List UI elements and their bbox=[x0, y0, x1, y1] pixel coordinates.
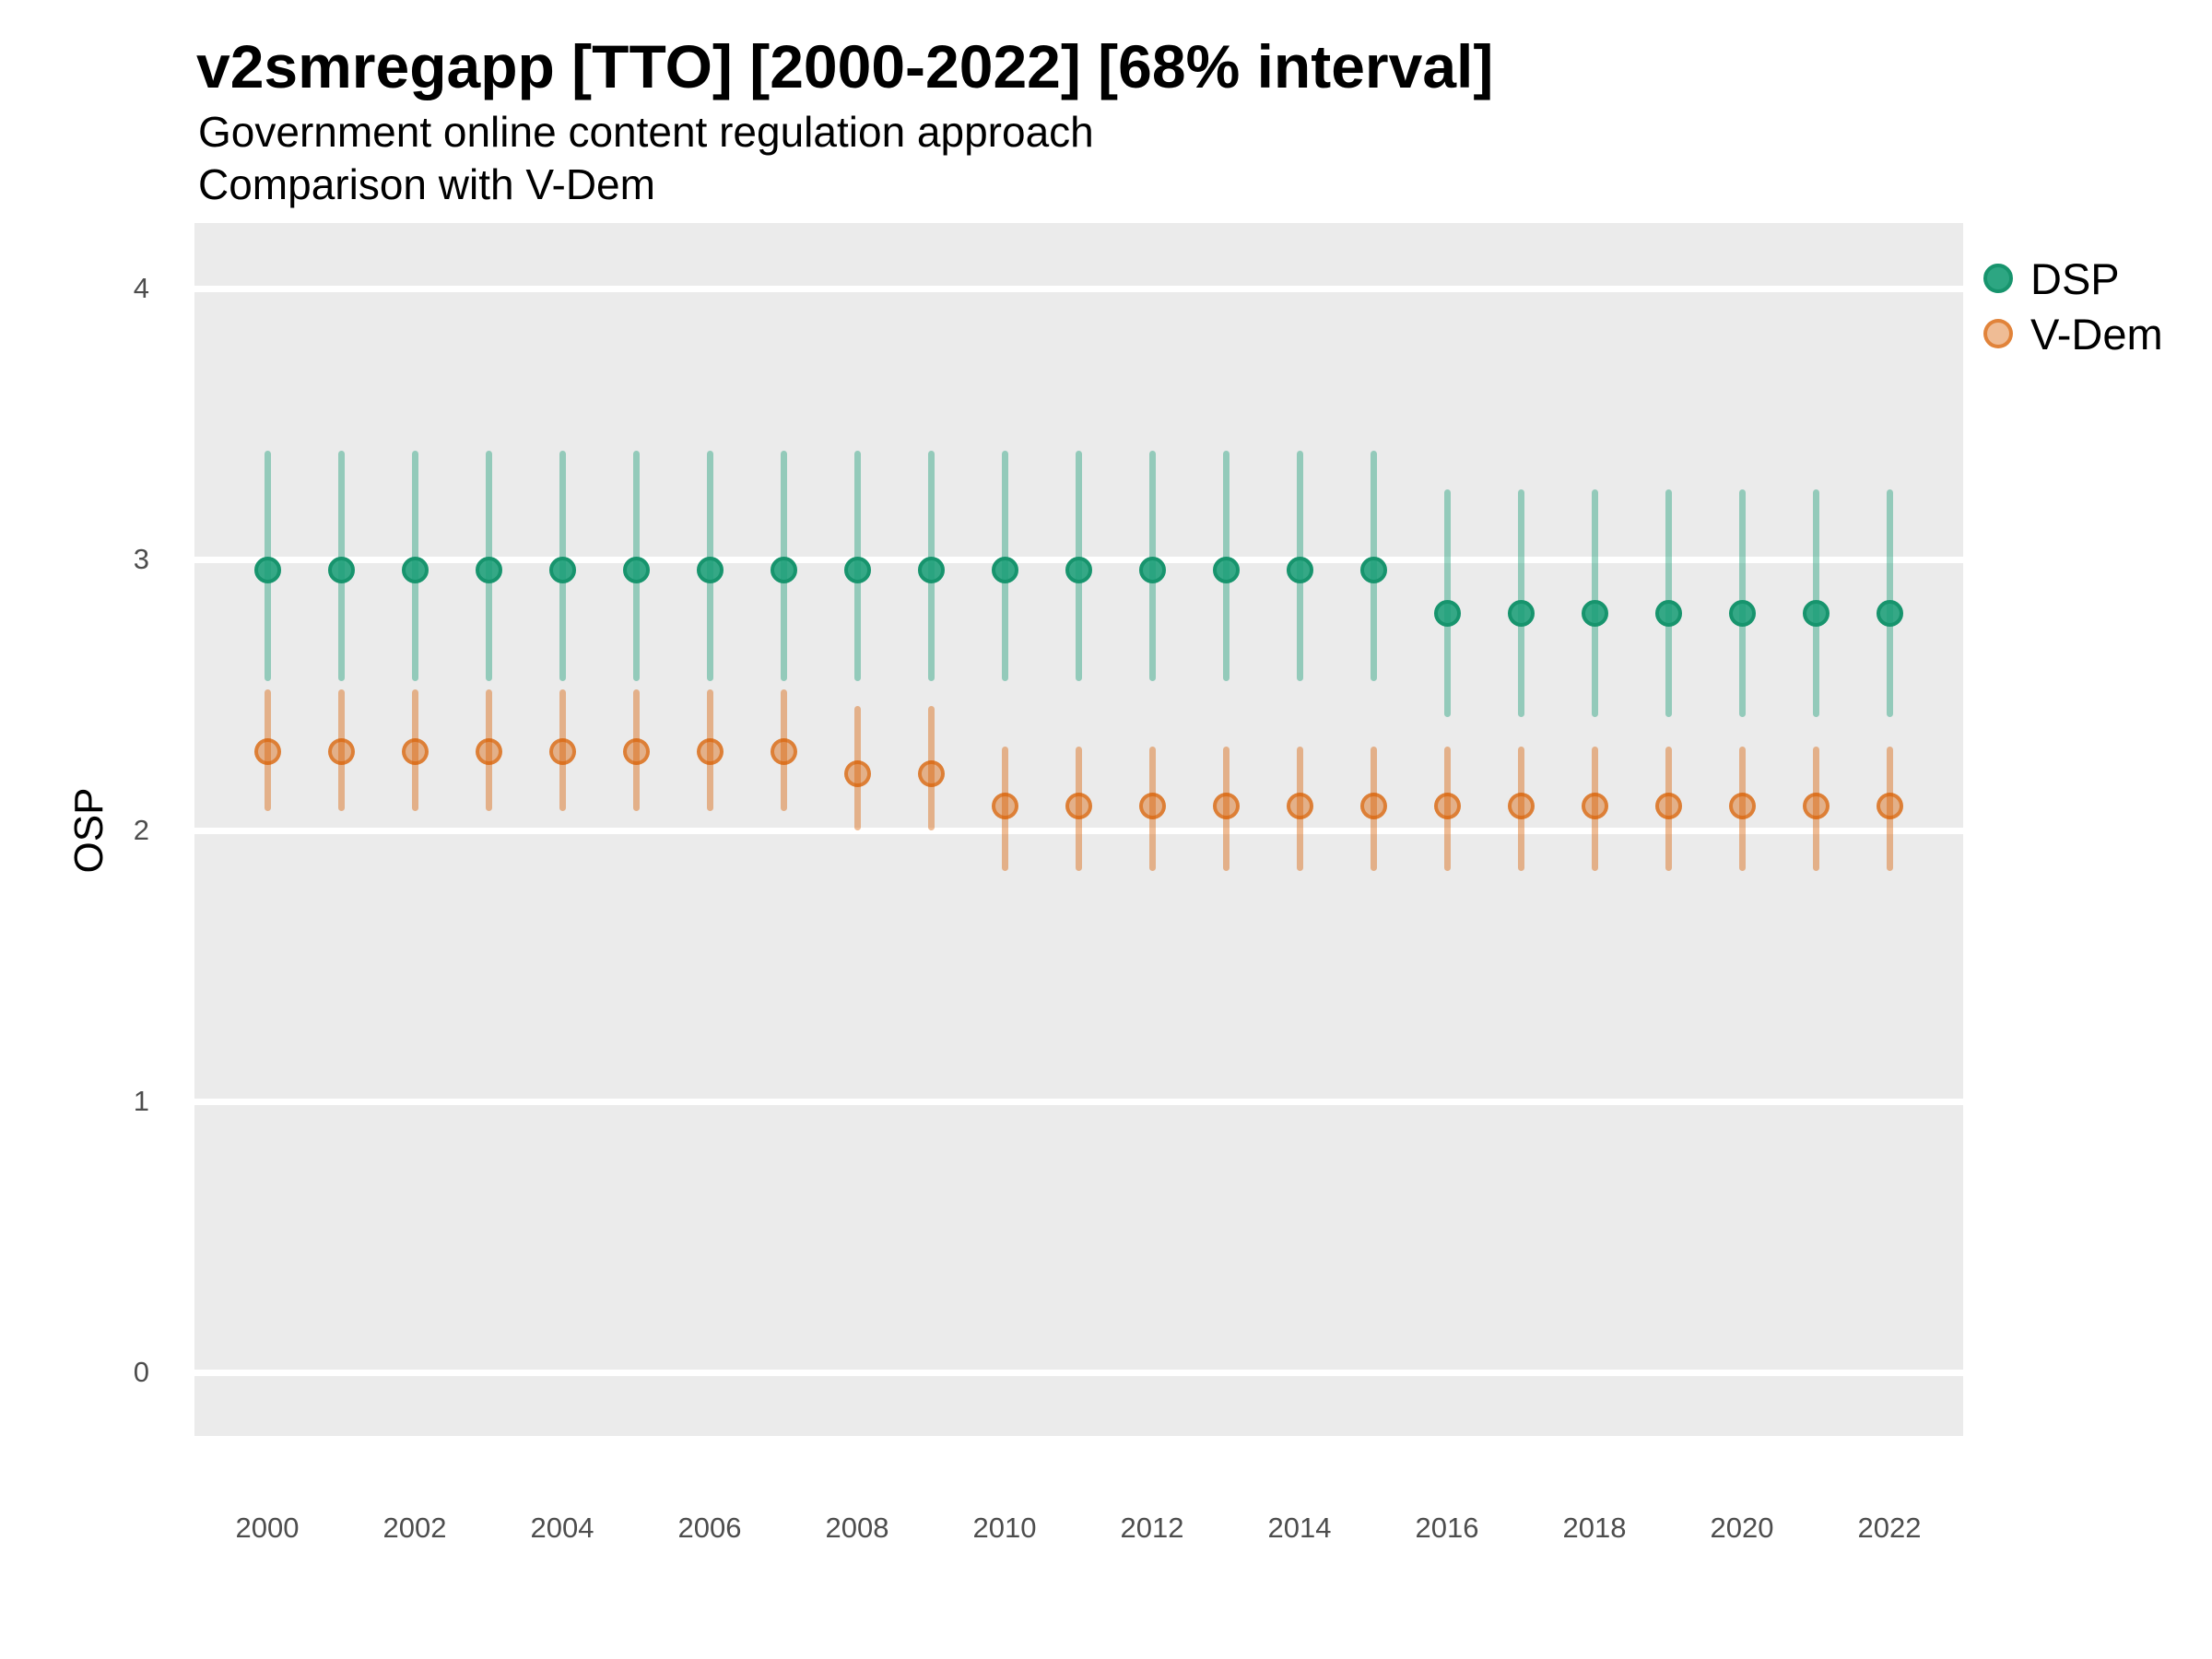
vdem-point-2022 bbox=[1876, 793, 1903, 820]
gridline-y-0 bbox=[194, 1369, 1963, 1376]
legend-label-vdem: V-Dem bbox=[2030, 309, 2163, 359]
x-tick-label-2010: 2010 bbox=[972, 1512, 1037, 1544]
y-tick-label-3: 3 bbox=[133, 543, 149, 575]
vdem-point-2010 bbox=[991, 793, 1018, 820]
dsp-point-2016 bbox=[1433, 600, 1461, 628]
x-tick-label-2012: 2012 bbox=[1120, 1512, 1184, 1544]
dsp-point-2002 bbox=[401, 557, 429, 584]
vdem-point-2011 bbox=[1065, 793, 1092, 820]
vdem-point-2008 bbox=[843, 759, 871, 787]
vdem-point-2007 bbox=[770, 738, 797, 766]
gridline-y-4 bbox=[194, 285, 1963, 292]
x-tick-label-2006: 2006 bbox=[677, 1512, 742, 1544]
y-tick-label-4: 4 bbox=[133, 272, 149, 304]
legend-vdem-dot-icon bbox=[1983, 319, 2013, 348]
y-tick-label-0: 0 bbox=[133, 1356, 149, 1388]
x-tick-label-2002: 2002 bbox=[382, 1512, 447, 1544]
dsp-point-2015 bbox=[1359, 557, 1387, 584]
vdem-point-2016 bbox=[1433, 793, 1461, 820]
gridline-y-2 bbox=[194, 827, 1963, 834]
dsp-point-2014 bbox=[1286, 557, 1313, 584]
vdem-point-2018 bbox=[1581, 793, 1608, 820]
vdem-point-2004 bbox=[548, 738, 576, 766]
vdem-point-2012 bbox=[1138, 793, 1166, 820]
dsp-point-2004 bbox=[548, 557, 576, 584]
x-tick-label-2018: 2018 bbox=[1562, 1512, 1627, 1544]
vdem-point-2020 bbox=[1728, 793, 1756, 820]
dsp-point-2011 bbox=[1065, 557, 1092, 584]
dsp-point-2013 bbox=[1212, 557, 1240, 584]
vdem-point-2006 bbox=[696, 738, 724, 766]
x-tick-label-2008: 2008 bbox=[825, 1512, 889, 1544]
legend-item-dsp: DSP bbox=[1983, 251, 2163, 306]
dsp-point-2007 bbox=[770, 557, 797, 584]
dsp-point-2006 bbox=[696, 557, 724, 584]
dsp-point-2003 bbox=[475, 557, 502, 584]
legend-label-dsp: DSP bbox=[2030, 253, 2120, 303]
vdem-point-2015 bbox=[1359, 793, 1387, 820]
x-tick-label-2004: 2004 bbox=[530, 1512, 594, 1544]
dsp-point-2017 bbox=[1507, 600, 1535, 628]
page-subtitle: Government online content regulation app… bbox=[198, 108, 1094, 156]
legend-dsp-dot-icon bbox=[1983, 264, 2013, 293]
dsp-point-2008 bbox=[843, 557, 871, 584]
dsp-point-2020 bbox=[1728, 600, 1756, 628]
legend: DSP V-Dem bbox=[1983, 251, 2163, 361]
x-tick-label-2000: 2000 bbox=[235, 1512, 300, 1544]
vdem-point-2014 bbox=[1286, 793, 1313, 820]
dsp-point-2001 bbox=[327, 557, 355, 584]
vdem-point-2000 bbox=[253, 738, 281, 766]
dsp-point-2009 bbox=[917, 557, 945, 584]
vdem-point-2017 bbox=[1507, 793, 1535, 820]
dsp-point-2021 bbox=[1802, 600, 1830, 628]
y-tick-label-1: 1 bbox=[133, 1085, 149, 1117]
plot-panel bbox=[194, 223, 1963, 1436]
vdem-point-2005 bbox=[622, 738, 650, 766]
vdem-point-2009 bbox=[917, 759, 945, 787]
vdem-point-2021 bbox=[1802, 793, 1830, 820]
vdem-point-2001 bbox=[327, 738, 355, 766]
dsp-point-2005 bbox=[622, 557, 650, 584]
vdem-point-2019 bbox=[1654, 793, 1682, 820]
x-tick-label-2020: 2020 bbox=[1710, 1512, 1774, 1544]
vdem-point-2003 bbox=[475, 738, 502, 766]
y-tick-label-2: 2 bbox=[133, 814, 149, 846]
gridline-y-1 bbox=[194, 1098, 1963, 1105]
dsp-point-2019 bbox=[1654, 600, 1682, 628]
vdem-point-2002 bbox=[401, 738, 429, 766]
x-tick-label-2022: 2022 bbox=[1857, 1512, 1922, 1544]
page-title: v2smregapp [TTO] [2000-2022] [68% interv… bbox=[196, 32, 1494, 100]
x-tick-label-2014: 2014 bbox=[1267, 1512, 1332, 1544]
legend-item-vdem: V-Dem bbox=[1983, 306, 2163, 361]
dsp-point-2000 bbox=[253, 557, 281, 584]
dsp-point-2018 bbox=[1581, 600, 1608, 628]
x-tick-label-2016: 2016 bbox=[1415, 1512, 1479, 1544]
dsp-point-2012 bbox=[1138, 557, 1166, 584]
dsp-point-2022 bbox=[1876, 600, 1903, 628]
dsp-point-2010 bbox=[991, 557, 1018, 584]
page-subtitle-2: Comparison with V-Dem bbox=[198, 160, 655, 208]
vdem-point-2013 bbox=[1212, 793, 1240, 820]
